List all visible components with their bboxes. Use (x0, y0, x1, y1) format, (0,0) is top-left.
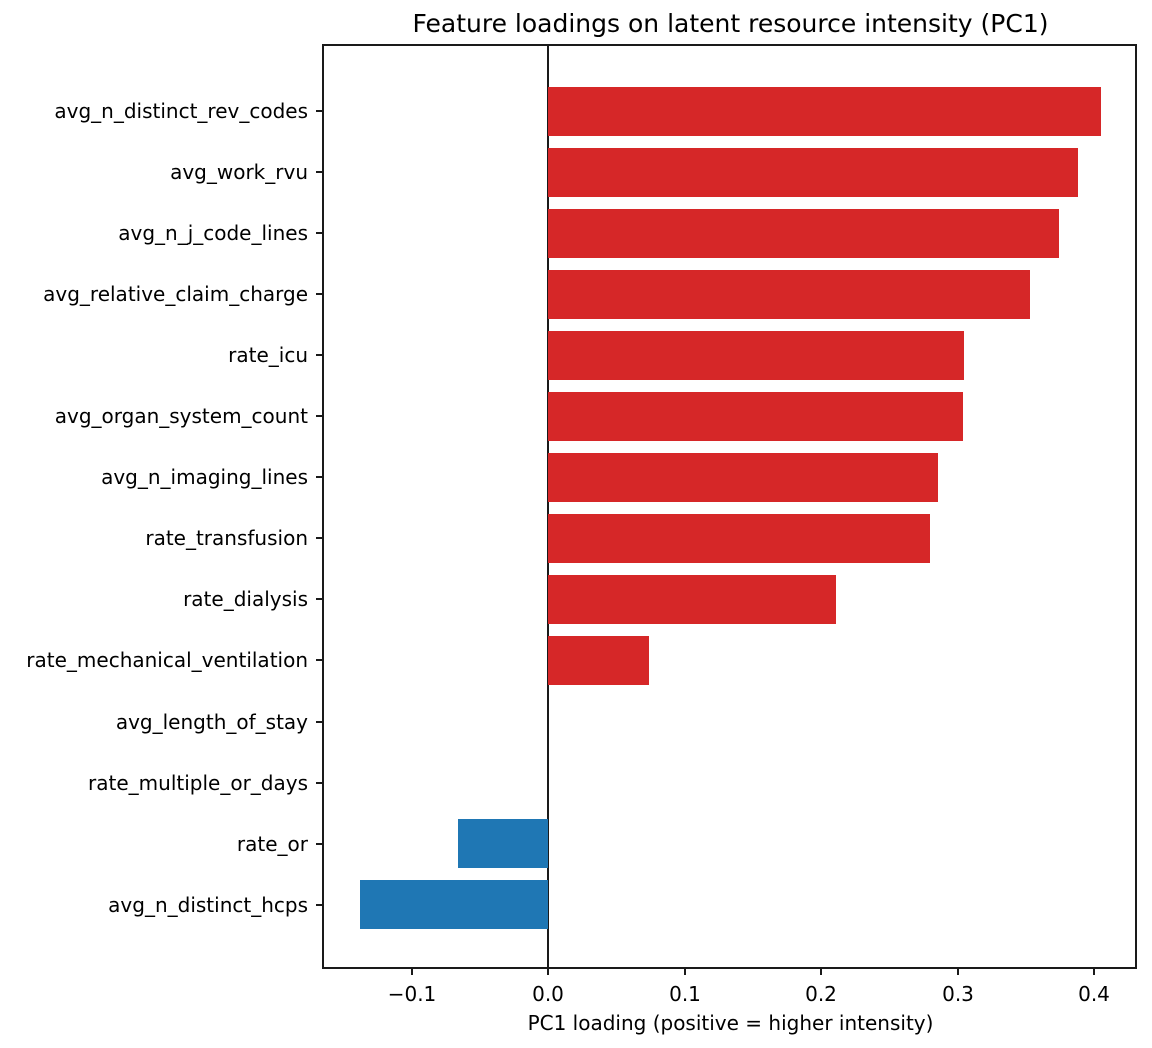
bar-avg_n_distinct_rev_codes (548, 87, 1101, 136)
bar-avg_n_imaging_lines (548, 453, 938, 502)
y-tick-label-avg_relative_claim_charge: avg_relative_claim_charge (43, 282, 308, 306)
chart-title: Feature loadings on latent resource inte… (412, 9, 1049, 38)
x-tick-label: 0.3 (942, 982, 974, 1006)
bar-rate_dialysis (548, 575, 836, 624)
zero-axis-line (547, 46, 549, 967)
y-tick-label-rate_icu: rate_icu (228, 343, 308, 367)
y-tick-mark (316, 904, 322, 906)
x-tick-mark (957, 969, 959, 975)
x-tick-label: 0.0 (532, 982, 564, 1006)
x-tick-label: 0.2 (805, 982, 837, 1006)
y-tick-label-rate_mechanical_ventilation: rate_mechanical_ventilation (26, 648, 308, 672)
y-tick-mark (316, 782, 322, 784)
x-tick-mark (1093, 969, 1095, 975)
x-tick-mark (684, 969, 686, 975)
y-tick-mark (316, 721, 322, 723)
y-tick-label-avg_work_rvu: avg_work_rvu (170, 160, 308, 184)
x-axis-label: PC1 loading (positive = higher intensity… (527, 1011, 934, 1035)
y-tick-mark (316, 476, 322, 478)
y-tick-mark (316, 537, 322, 539)
y-tick-label-avg_length_of_stay: avg_length_of_stay (115, 710, 308, 734)
x-tick-label: 0.1 (669, 982, 701, 1006)
x-tick-mark (820, 969, 822, 975)
y-tick-mark (316, 293, 322, 295)
bar-avg_relative_claim_charge (548, 270, 1030, 319)
y-tick-mark (316, 415, 322, 417)
bar-avg_organ_system_count (548, 392, 963, 441)
y-tick-label-avg_n_j_code_lines: avg_n_j_code_lines (118, 221, 308, 245)
bar-avg_work_rvu (548, 148, 1078, 197)
x-tick-label: −0.1 (387, 982, 437, 1006)
y-tick-label-avg_n_distinct_hcps: avg_n_distinct_hcps (108, 893, 308, 917)
y-tick-label-rate_transfusion: rate_transfusion (145, 526, 308, 550)
bar-rate_transfusion (548, 514, 930, 563)
bar-avg_n_j_code_lines (548, 209, 1059, 258)
y-tick-label-rate_or: rate_or (236, 832, 308, 856)
y-tick-mark (316, 232, 322, 234)
y-tick-mark (316, 843, 322, 845)
y-tick-mark (316, 598, 322, 600)
y-tick-label-avg_n_distinct_rev_codes: avg_n_distinct_rev_codes (54, 99, 308, 123)
y-tick-mark (316, 354, 322, 356)
bar-rate_or (458, 819, 548, 868)
y-tick-mark (316, 659, 322, 661)
y-tick-mark (316, 110, 322, 112)
x-tick-label: 0.4 (1078, 982, 1110, 1006)
plot-area (322, 44, 1137, 969)
y-tick-label-rate_multiple_or_days: rate_multiple_or_days (88, 771, 308, 795)
y-tick-label-rate_dialysis: rate_dialysis (183, 587, 308, 611)
x-tick-mark (547, 969, 549, 975)
bar-rate_icu (548, 331, 964, 380)
y-tick-label-avg_organ_system_count: avg_organ_system_count (54, 404, 308, 428)
y-tick-mark (316, 171, 322, 173)
bar-rate_mechanical_ventilation (548, 636, 649, 685)
y-tick-label-avg_n_imaging_lines: avg_n_imaging_lines (101, 465, 308, 489)
x-tick-mark (411, 969, 413, 975)
bar-avg_n_distinct_hcps (360, 880, 548, 929)
